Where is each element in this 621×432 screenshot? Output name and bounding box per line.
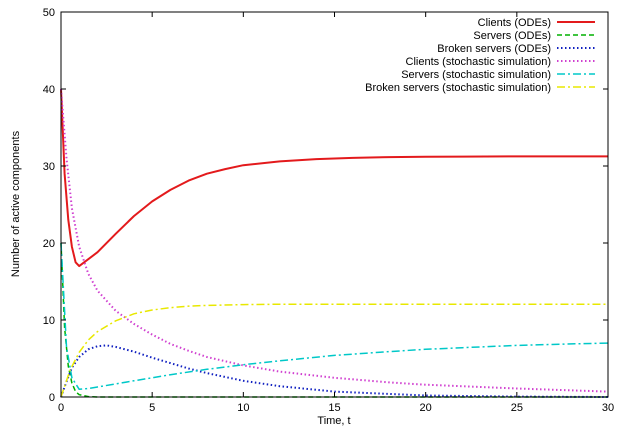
legend-label: Clients (ODEs)	[478, 17, 551, 29]
series-line-2	[60, 242, 608, 398]
x-tick-label: 20	[420, 402, 432, 414]
x-tick-label: 30	[602, 402, 614, 414]
y-tick-label: 40	[43, 84, 55, 96]
legend-label: Servers (ODEs)	[473, 30, 551, 42]
y-tick-label: 50	[43, 7, 55, 19]
y-tick-label: 0	[49, 392, 55, 404]
x-axis: 0 5 10 15 20 25 30	[58, 12, 614, 414]
legend-label: Broken servers (stochastic simulation)	[365, 82, 551, 94]
x-tick-label: 15	[328, 402, 340, 414]
legend-label: Clients (stochastic simulation)	[406, 56, 552, 68]
y-tick-label: 20	[43, 238, 55, 250]
y-axis: 0 10 20 30 40 50	[43, 7, 608, 404]
y-axis-label: Number of active components	[10, 130, 22, 277]
x-tick-label: 10	[237, 402, 249, 414]
x-tick-label: 0	[58, 402, 64, 414]
legend-label: Broken servers (ODEs)	[437, 43, 551, 55]
series-line-3	[60, 344, 609, 398]
plot-lines	[60, 88, 609, 398]
x-axis-label: Time, t	[317, 415, 350, 427]
x-tick-label: 25	[511, 402, 523, 414]
series-line-1	[60, 88, 608, 268]
series-line-5	[60, 242, 609, 391]
series-line-6	[60, 303, 608, 398]
x-tick-label: 5	[149, 402, 155, 414]
legend-label: Servers (stochastic simulation)	[401, 69, 551, 81]
y-tick-label: 30	[43, 161, 55, 173]
y-tick-label: 10	[43, 315, 55, 327]
series-line-4	[60, 88, 609, 393]
legend: Clients (ODEs)Servers (ODEs)Broken serve…	[365, 17, 595, 94]
